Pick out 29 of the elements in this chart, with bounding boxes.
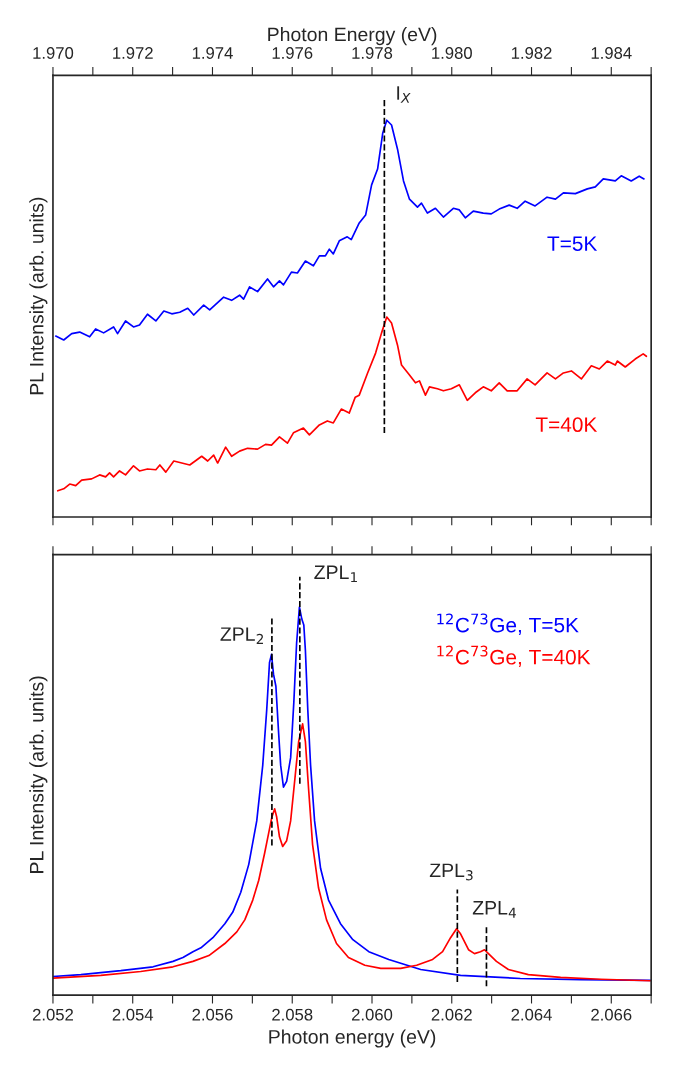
x-tick-label: 1.984 (591, 47, 632, 59)
x-tick-label: 2.064 (511, 1008, 552, 1021)
x-tick-label: 2.056 (192, 1008, 233, 1021)
series-label: T=40K (535, 417, 598, 433)
x-tick-label: 1.980 (432, 47, 472, 59)
x-tick-label: 1.974 (192, 47, 233, 59)
text: $^{12}$C$^{73}$Ge, T=5K (437, 613, 579, 635)
y-axis-title: PL Intensity (arb. units) (29, 676, 48, 873)
x-tick-label: 1.970 (33, 47, 74, 59)
text: $^{12}$C$^{73}$Ge, T=40K (437, 645, 591, 668)
x-tick-label: 2.054 (112, 1008, 154, 1021)
x-tick-label: 1.978 (352, 47, 393, 59)
x-tick-label: 1.982 (511, 47, 552, 59)
ref-line-label: ZPL$_{1}$ (314, 565, 357, 583)
x-axis-title: Photon Energy (eV) (268, 27, 437, 46)
series-label: T=5K (547, 236, 598, 251)
x-tick-label: 2.062 (431, 1008, 472, 1021)
ref-line-label: ZPL$_{4}$ (472, 901, 516, 918)
x-tick-label: 2.058 (272, 1008, 313, 1021)
x-tick-label: 2.060 (351, 1008, 393, 1021)
x-axis-title: Photon energy (eV) (269, 1029, 436, 1048)
y-axis-title: PL Intensity (arb. units) (29, 197, 48, 395)
x-tick-label: 2.066 (591, 1008, 632, 1021)
x-tick-label: 2.052 (32, 1008, 73, 1021)
x-tick-label: 1.976 (272, 47, 313, 59)
x-tick-label: 1.972 (113, 47, 153, 59)
ref-line-label: ZPL$_{3}$ (429, 863, 473, 881)
ref-line-label: ZPL$_{2}$ (220, 627, 263, 644)
ref-line-label: I$_{X}$ (397, 86, 411, 103)
